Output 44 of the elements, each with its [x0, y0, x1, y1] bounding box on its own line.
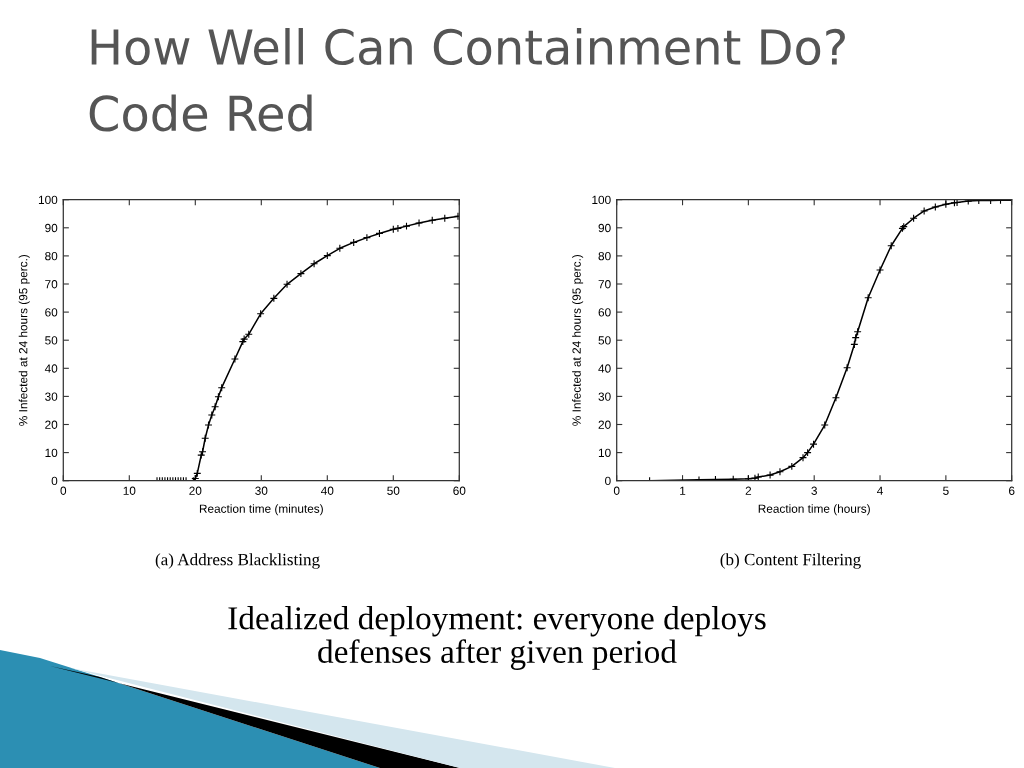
- x-tick-label: 10: [123, 486, 136, 495]
- y-tick-label: 40: [598, 364, 611, 373]
- y-axis-title: % Infected at 24 hours (95 perc.): [572, 254, 584, 426]
- x-tick-label: 40: [321, 486, 334, 495]
- y-tick-label: 100: [38, 195, 58, 205]
- y-tick-label: 60: [598, 308, 611, 317]
- y-tick-label: 100: [592, 195, 611, 205]
- text: (b) Content Filtering: [720, 553, 861, 569]
- y-tick-label: 90: [45, 223, 58, 233]
- x-tick-label: 3: [811, 486, 817, 495]
- y-tick-label: 70: [45, 280, 58, 289]
- y-tick-label: 50: [598, 336, 611, 345]
- text: How Well Can Containment Do? Code Red: [89, 28, 845, 132]
- y-tick-label: 80: [45, 251, 58, 261]
- x-tick-label: 5: [943, 486, 949, 495]
- y-tick-label: 60: [45, 308, 58, 317]
- y-tick-label: 90: [598, 223, 611, 233]
- y-tick-label: 30: [598, 392, 611, 401]
- y-tick-label: 0: [51, 476, 58, 486]
- x-axis-title: Reaction time (hours): [758, 504, 870, 516]
- text: (a) Address Blacklisting: [155, 553, 320, 569]
- x-axis-title: Reaction time (minutes): [199, 504, 323, 516]
- x-tick-label: 50: [387, 486, 400, 495]
- x-tick-label: 1: [680, 486, 686, 495]
- text: Idealized deployment: everyone deploys defenses after given period: [228, 606, 766, 670]
- x-tick-label: 30: [255, 486, 268, 495]
- x-tick-label: 20: [189, 486, 202, 495]
- y-tick-label: 50: [45, 336, 58, 345]
- y-tick-label: 80: [598, 251, 611, 261]
- y-tick-label: 70: [598, 280, 611, 289]
- x-tick-label: 2: [745, 486, 752, 495]
- y-tick-label: 0: [605, 476, 611, 486]
- y-tick-label: 20: [45, 420, 58, 429]
- x-tick-label: 6: [1009, 486, 1015, 495]
- x-tick-label: 0: [60, 486, 67, 495]
- y-tick-label: 10: [598, 448, 611, 457]
- x-tick-label: 4: [877, 486, 883, 495]
- y-tick-label: 10: [45, 448, 58, 457]
- y-axis-title: % Infected at 24 hours (95 perc.): [18, 254, 30, 426]
- y-tick-label: 30: [45, 392, 58, 401]
- x-tick-label: 0: [613, 486, 620, 495]
- x-tick-label: 60: [453, 486, 466, 495]
- y-tick-label: 40: [44, 364, 58, 373]
- y-tick-label: 20: [598, 420, 611, 429]
